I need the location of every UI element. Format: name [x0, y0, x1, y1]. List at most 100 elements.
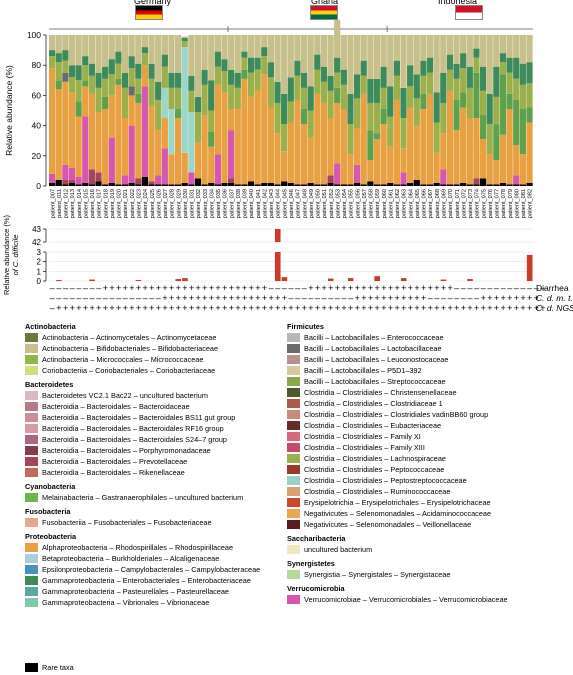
legend-label: Bacteroidia – Bacteroidales – Bacteroida…	[42, 434, 227, 444]
bar-segment	[314, 184, 321, 186]
bar-segment	[413, 35, 420, 75]
status-mark: –	[302, 293, 307, 303]
bar-segment	[367, 35, 374, 79]
legend-item: Coriobacteriia – Coriobacteriales – Cori…	[25, 365, 260, 376]
bar-segment	[407, 107, 414, 183]
status-mark: +	[222, 293, 227, 303]
cd-y-tick-label: 43	[32, 225, 41, 234]
bar-segment	[108, 35, 115, 60]
status-mark: –	[149, 293, 154, 303]
bar-segment	[294, 35, 301, 61]
legend-label: Actinobacteria – Micrococcales – Microco…	[42, 354, 204, 364]
bar-segment	[420, 60, 427, 76]
patient-label: patient_046	[289, 189, 295, 218]
bar-segment	[75, 176, 82, 185]
bar-segment	[433, 35, 440, 93]
status-mark: +	[328, 303, 333, 313]
legend-item: Clostridia – Clostridiales – Peptococcac…	[287, 464, 508, 475]
bar-segment	[393, 35, 400, 61]
legend-swatch	[25, 354, 38, 365]
legend-swatch	[287, 409, 300, 420]
bar-segment	[208, 110, 215, 132]
status-mark: +	[401, 303, 406, 313]
status-mark: –	[454, 283, 459, 293]
status-mark: –	[468, 293, 473, 303]
status-mark: +	[414, 303, 419, 313]
status-mark: –	[540, 283, 545, 293]
legend-swatch	[287, 464, 300, 475]
bar-segment	[380, 108, 387, 125]
bar-segment	[141, 35, 149, 48]
bar-segment	[208, 146, 215, 183]
status-mark: –	[123, 293, 128, 303]
patient-label: patient_016	[90, 189, 96, 218]
patient-label: patient_042	[262, 189, 268, 218]
flag-ghana	[310, 5, 338, 20]
bar-segment	[360, 60, 367, 76]
bar-segment	[287, 122, 294, 183]
status-mark: +	[255, 283, 260, 293]
legend-group-title: Fusobacteria	[25, 507, 71, 516]
legend-swatch	[287, 453, 300, 464]
bar-segment	[420, 75, 427, 94]
legend-swatch	[25, 401, 38, 412]
status-mark: +	[355, 283, 360, 293]
status-mark: +	[176, 303, 181, 313]
status-mark: +	[209, 293, 214, 303]
bar-segment	[221, 59, 228, 72]
status-mark: –	[474, 293, 479, 303]
status-mark: +	[136, 303, 141, 313]
bar-segment	[141, 47, 149, 54]
bar-segment	[261, 35, 268, 48]
patient-label: patient_072	[461, 189, 467, 218]
bar-segment	[115, 184, 122, 186]
status-mark: +	[162, 293, 167, 303]
bar-segment	[49, 173, 56, 183]
status-mark: +	[348, 303, 353, 313]
bar-segment	[473, 184, 480, 186]
status-mark: –	[521, 283, 526, 293]
bar-segment	[353, 35, 361, 75]
patient-label: patient_036	[223, 189, 229, 218]
bar-segment	[420, 108, 427, 185]
bar-segment	[513, 145, 520, 176]
cd-bar	[175, 279, 182, 281]
patient-label: patient_074	[475, 189, 481, 218]
bar-segment	[340, 69, 347, 85]
legend-item: Clostridia – Clostridiales – Clostridiac…	[287, 398, 508, 409]
patient-label: patient_060	[382, 189, 388, 218]
status-mark: +	[262, 303, 267, 313]
legend-item: Clostridia – Clostridiales – Family XIII	[287, 442, 508, 453]
bar-segment	[460, 35, 467, 54]
bar-segment	[267, 35, 275, 63]
legend-label: Coriobacteriia – Coriobacteriales – Cori…	[42, 365, 216, 375]
status-mark: +	[89, 303, 94, 313]
bar-segment	[294, 60, 301, 76]
bar-segment	[234, 108, 241, 185]
bar-segment	[320, 66, 328, 82]
legend-item: Bacilli – Lactobacillales – P5D1–392	[287, 365, 508, 376]
bar-segment	[62, 164, 69, 180]
bar-segment	[473, 57, 480, 73]
legend-item: Melainabacteria – Gastranaerophilales – …	[25, 492, 260, 503]
status-mark: +	[315, 283, 320, 293]
status-mark: –	[76, 283, 81, 293]
status-mark: +	[109, 303, 114, 313]
bar-segment	[95, 72, 102, 88]
bar-segment	[49, 35, 56, 51]
status-mark: –	[461, 293, 466, 303]
patient-label: patient_045	[282, 189, 288, 218]
patient-label: patient_066	[422, 189, 428, 218]
status-mark: +	[520, 303, 525, 313]
status-mark: –	[527, 283, 532, 293]
status-mark: +	[162, 283, 167, 293]
bar-segment	[387, 182, 394, 186]
y-tick-label: 0	[36, 181, 41, 191]
bar-segment	[62, 50, 69, 61]
status-mark: +	[315, 303, 320, 313]
status-mark: +	[103, 283, 108, 293]
status-mark: +	[215, 303, 220, 313]
bar-segment	[493, 124, 500, 161]
bar-segment	[433, 92, 440, 123]
bar-segment	[426, 35, 434, 58]
